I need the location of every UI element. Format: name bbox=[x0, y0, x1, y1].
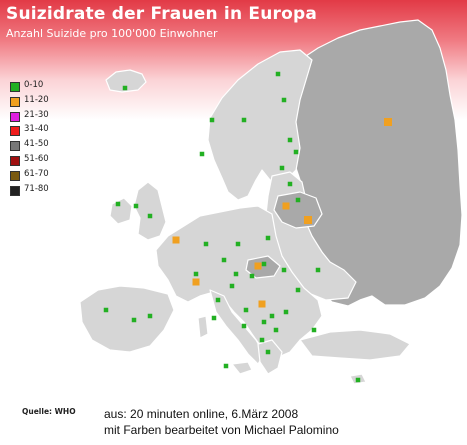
legend-label: 21-30 bbox=[24, 109, 49, 120]
country-marker-11-20 bbox=[282, 202, 290, 210]
credit-line-1: aus: 20 minuten online, 6.März 2008 bbox=[104, 407, 299, 421]
legend-swatch bbox=[10, 141, 20, 152]
country-marker-0-10 bbox=[131, 317, 137, 323]
region-scandinavia bbox=[207, 49, 313, 201]
country-marker-11-20 bbox=[192, 278, 200, 286]
region-greece bbox=[257, 339, 283, 375]
legend-label: 51-60 bbox=[24, 153, 49, 164]
legend-label: 31-40 bbox=[24, 124, 49, 135]
country-marker-0-10 bbox=[243, 307, 249, 313]
country-marker-0-10 bbox=[283, 309, 289, 315]
country-marker-0-10 bbox=[281, 97, 287, 103]
country-marker-0-10 bbox=[199, 151, 205, 157]
map-title: Suizidrate der Frauen in Europa bbox=[6, 4, 317, 24]
source-label: Quelle: WHO bbox=[22, 407, 76, 416]
country-marker-0-10 bbox=[287, 137, 293, 143]
country-marker-0-10 bbox=[261, 319, 267, 325]
country-marker-0-10 bbox=[261, 261, 267, 267]
legend-swatch bbox=[10, 126, 20, 137]
region-hungary-dark bbox=[245, 255, 281, 279]
country-marker-11-20 bbox=[254, 262, 262, 270]
country-marker-0-10 bbox=[295, 197, 301, 203]
country-marker-0-10 bbox=[193, 271, 199, 277]
country-marker-0-10 bbox=[241, 117, 247, 123]
country-marker-0-10 bbox=[287, 181, 293, 187]
legend-item: 61-70 bbox=[8, 169, 68, 184]
legend-swatch bbox=[10, 82, 20, 92]
country-marker-0-10 bbox=[315, 267, 321, 273]
country-marker-0-10 bbox=[269, 313, 275, 319]
region-russia bbox=[289, 19, 463, 307]
country-marker-0-10 bbox=[122, 85, 128, 91]
region-iberia bbox=[79, 285, 175, 353]
legend-swatch bbox=[10, 185, 20, 196]
legend-label: 11-20 bbox=[24, 94, 49, 105]
country-marker-0-10 bbox=[293, 149, 299, 155]
legend-label: 0-10 bbox=[24, 80, 44, 90]
legend-item: 51-60 bbox=[8, 154, 68, 169]
region-continental-europe bbox=[155, 205, 323, 359]
europe-map bbox=[79, 19, 463, 385]
country-marker-0-10 bbox=[265, 349, 271, 355]
country-marker-0-10 bbox=[147, 313, 153, 319]
region-sicily bbox=[231, 361, 253, 375]
legend-swatch bbox=[10, 96, 20, 107]
country-marker-0-10 bbox=[279, 165, 285, 171]
country-marker-0-10 bbox=[115, 201, 121, 207]
land-layer bbox=[79, 19, 463, 385]
region-turkey bbox=[299, 329, 411, 361]
legend-item: 31-40 bbox=[8, 124, 68, 139]
country-marker-0-10 bbox=[259, 337, 265, 343]
country-marker-0-10 bbox=[103, 307, 109, 313]
legend-item: 41-50 bbox=[8, 139, 68, 154]
map-panel: Suizidrate der Frauen in Europa Anzahl S… bbox=[0, 0, 467, 400]
country-marker-11-20 bbox=[258, 300, 266, 308]
country-marker-11-20 bbox=[304, 216, 312, 224]
country-marker-0-10 bbox=[281, 267, 287, 273]
legend-label: 41-50 bbox=[24, 139, 49, 150]
credit-line-2: mit Farben bearbeitet von Michael Palomi… bbox=[104, 423, 339, 437]
country-marker-0-10 bbox=[355, 377, 361, 383]
legend-label: 61-70 bbox=[24, 168, 49, 179]
country-marker-0-10 bbox=[235, 241, 241, 247]
country-marker-0-10 bbox=[221, 257, 227, 263]
legend: 0-10 11-20 21-30 31-40 41-50 51-60 61-70 71-80 bbox=[8, 80, 68, 198]
legend-item: 71-80 bbox=[8, 184, 68, 199]
country-marker-11-20 bbox=[384, 118, 392, 126]
markers-layer bbox=[103, 71, 392, 383]
region-ireland bbox=[109, 197, 133, 225]
country-marker-0-10 bbox=[133, 203, 139, 209]
country-marker-11-20 bbox=[172, 236, 180, 244]
country-marker-0-10 bbox=[147, 213, 153, 219]
country-marker-0-10 bbox=[275, 71, 281, 77]
country-marker-0-10 bbox=[215, 297, 221, 303]
country-marker-0-10 bbox=[273, 327, 279, 333]
legend-swatch bbox=[10, 111, 20, 122]
country-marker-0-10 bbox=[265, 235, 271, 241]
country-marker-0-10 bbox=[223, 363, 229, 369]
legend-swatch bbox=[10, 155, 20, 166]
country-marker-0-10 bbox=[311, 327, 317, 333]
legend-item: 0-10 bbox=[8, 80, 68, 95]
region-sardinia bbox=[197, 315, 209, 339]
legend-label: 71-80 bbox=[24, 183, 49, 194]
country-marker-0-10 bbox=[229, 283, 235, 289]
country-marker-0-10 bbox=[295, 287, 301, 293]
country-marker-0-10 bbox=[209, 117, 215, 123]
country-marker-0-10 bbox=[203, 241, 209, 247]
country-marker-0-10 bbox=[211, 315, 217, 321]
country-marker-0-10 bbox=[249, 273, 255, 279]
country-marker-0-10 bbox=[233, 271, 239, 277]
region-iceland bbox=[105, 69, 147, 93]
legend-item: 11-20 bbox=[8, 95, 68, 110]
legend-item: 21-30 bbox=[8, 110, 68, 125]
legend-swatch bbox=[10, 170, 20, 181]
map-subtitle: Anzahl Suizide pro 100'000 Einwohner bbox=[6, 27, 218, 40]
country-marker-0-10 bbox=[241, 323, 247, 329]
region-great-britain bbox=[133, 181, 167, 241]
